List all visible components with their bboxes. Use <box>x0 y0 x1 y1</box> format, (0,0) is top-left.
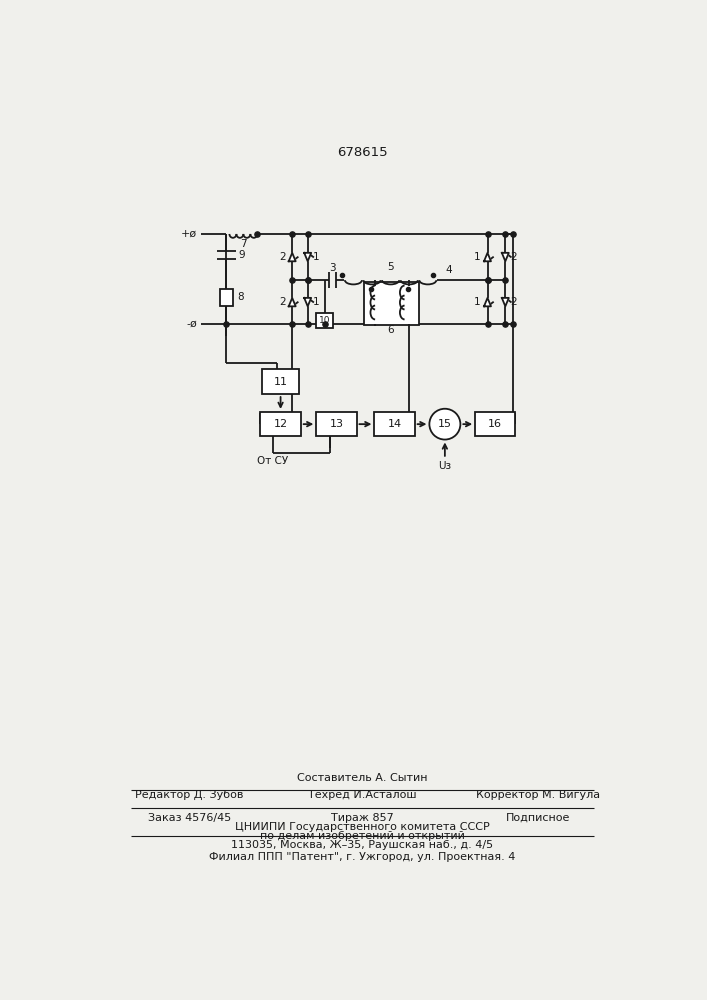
Text: 6: 6 <box>387 325 394 335</box>
Text: 678615: 678615 <box>337 146 387 159</box>
Text: 16: 16 <box>489 419 502 429</box>
Polygon shape <box>484 298 491 306</box>
Text: Корректор М. Вигула: Корректор М. Вигула <box>476 790 600 800</box>
Bar <box>316 312 333 328</box>
Text: Uз: Uз <box>438 461 452 471</box>
Text: 7: 7 <box>240 239 247 249</box>
Text: Техред И.Асталош: Техред И.Асталош <box>308 790 416 800</box>
Text: 2: 2 <box>510 297 517 307</box>
Polygon shape <box>502 253 509 261</box>
Text: 2: 2 <box>279 252 286 262</box>
Text: 8: 8 <box>237 292 244 302</box>
Text: 113035, Москва, Ж–35, Раушская наб., д. 4/5: 113035, Москва, Ж–35, Раушская наб., д. … <box>231 840 493 850</box>
Text: 1: 1 <box>313 297 320 307</box>
Bar <box>262 369 299 394</box>
Text: 1: 1 <box>474 297 481 307</box>
Polygon shape <box>288 253 296 261</box>
Text: 4: 4 <box>445 265 452 275</box>
Text: 15: 15 <box>438 419 452 429</box>
Text: 1: 1 <box>474 252 481 262</box>
Bar <box>374 412 414 436</box>
Text: 2: 2 <box>510 252 517 262</box>
Bar <box>260 412 300 436</box>
Text: 10: 10 <box>319 316 330 325</box>
Text: 11: 11 <box>274 377 288 387</box>
Text: Филиал ППП "Патент", г. Ужгород, ул. Проектная. 4: Филиал ППП "Патент", г. Ужгород, ул. Про… <box>209 852 515 862</box>
Text: Подписное: Подписное <box>506 813 570 823</box>
Polygon shape <box>288 298 296 306</box>
Bar <box>316 412 356 436</box>
Text: 3: 3 <box>329 263 336 273</box>
Circle shape <box>429 409 460 440</box>
Text: ЦНИИПИ Государственного комитета СССР: ЦНИИПИ Государственного комитета СССР <box>235 822 489 832</box>
Bar <box>363 282 419 325</box>
Polygon shape <box>304 253 311 261</box>
Text: 14: 14 <box>387 419 402 429</box>
Text: 2: 2 <box>279 297 286 307</box>
Text: +ø: +ø <box>181 229 197 239</box>
Text: 13: 13 <box>329 419 344 429</box>
Polygon shape <box>304 298 311 306</box>
Text: 9: 9 <box>239 250 245 260</box>
Text: по делам изобретений и открытий: по делам изобретений и открытий <box>259 831 464 841</box>
Text: 12: 12 <box>274 419 288 429</box>
Text: 1: 1 <box>313 252 320 262</box>
Text: От СУ: От СУ <box>257 456 288 466</box>
Text: Составитель А. Сытин: Составитель А. Сытин <box>297 773 427 783</box>
Polygon shape <box>502 298 509 306</box>
Text: 5: 5 <box>387 262 394 272</box>
Text: Тираж 857: Тираж 857 <box>331 813 393 823</box>
Polygon shape <box>484 253 491 261</box>
Text: Редактор Д. Зубов: Редактор Д. Зубов <box>135 790 243 800</box>
Text: -ø: -ø <box>186 319 197 329</box>
Bar <box>220 289 233 306</box>
Text: Заказ 4576/45: Заказ 4576/45 <box>148 813 230 823</box>
Bar <box>475 412 515 436</box>
